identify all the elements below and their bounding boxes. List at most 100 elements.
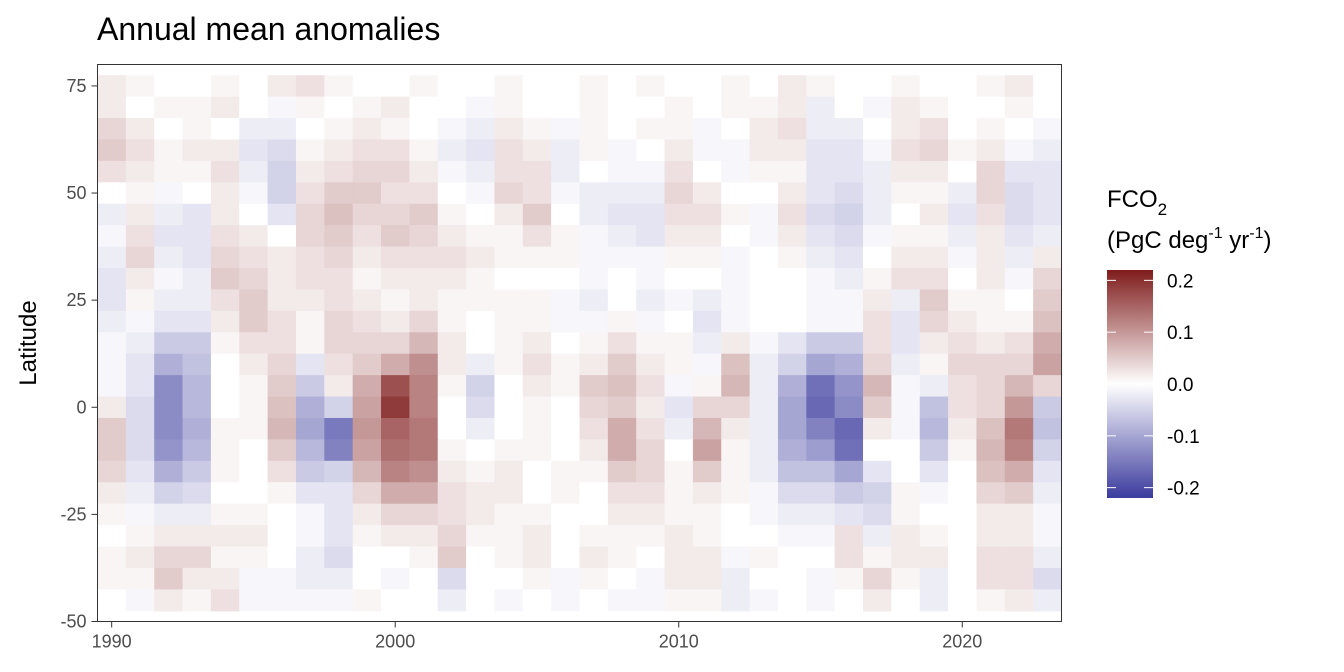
heatmap-cell <box>806 289 836 312</box>
heatmap-cell <box>834 589 864 612</box>
heatmap-cell <box>636 160 666 183</box>
heatmap-cell <box>579 268 609 291</box>
heatmap-cell <box>636 75 666 98</box>
heatmap-cell <box>692 396 722 419</box>
heatmap-cell <box>749 375 779 398</box>
heatmap-cell <box>976 182 1006 205</box>
heatmap-cell <box>267 439 297 462</box>
heatmap-cell <box>437 567 467 590</box>
heatmap-cell <box>749 396 779 419</box>
chart-title: Annual mean anomalies <box>97 11 440 47</box>
heatmap-cell <box>409 139 439 162</box>
heatmap-cell <box>267 75 297 98</box>
heatmap-cell <box>295 139 325 162</box>
heatmap-cell <box>466 139 496 162</box>
heatmap-cell <box>948 546 978 569</box>
heatmap-cell <box>976 375 1006 398</box>
heatmap-cell <box>210 417 240 440</box>
heatmap-cell <box>267 203 297 226</box>
heatmap-cell <box>976 396 1006 419</box>
heatmap-cell <box>522 417 552 440</box>
heatmap-cell <box>1004 182 1034 205</box>
heatmap-cell <box>381 353 410 376</box>
heatmap-cell <box>579 118 609 141</box>
heatmap-cell <box>239 268 269 291</box>
heatmap-cell <box>1033 96 1063 119</box>
heatmap-cell <box>267 353 297 376</box>
heatmap-cell <box>551 246 581 269</box>
heatmap-cell <box>976 268 1006 291</box>
heatmap-cell <box>919 246 949 269</box>
heatmap-cell <box>664 268 694 291</box>
heatmap-cell <box>863 246 892 269</box>
heatmap-cell <box>352 589 382 612</box>
heatmap-cell <box>210 589 240 612</box>
heatmap-cell <box>381 567 410 590</box>
heatmap-cell <box>1004 268 1034 291</box>
heatmap-cell <box>976 525 1006 548</box>
heatmap-cell <box>664 332 694 355</box>
heatmap-cell <box>579 182 609 205</box>
heatmap-cell <box>579 482 609 505</box>
heatmap-cell <box>437 460 467 483</box>
heatmap-cell <box>267 503 297 526</box>
heatmap-cell <box>664 118 694 141</box>
heatmap-cell <box>919 417 949 440</box>
heatmap-cell <box>352 118 382 141</box>
heatmap-cell <box>409 546 439 569</box>
heatmap-cell <box>522 439 552 462</box>
heatmap-cell <box>777 310 807 333</box>
heatmap-cell <box>522 353 552 376</box>
heatmap-cell <box>295 525 325 548</box>
heatmap-cell <box>522 332 552 355</box>
heatmap-cell <box>97 375 127 398</box>
heatmap-cell <box>295 375 325 398</box>
heatmap-cell <box>664 525 694 548</box>
heatmap-cell <box>551 525 581 548</box>
heatmap-cell <box>551 375 581 398</box>
heatmap-cell <box>806 118 836 141</box>
heatmap-cell <box>1004 546 1034 569</box>
heatmap-cell <box>182 375 212 398</box>
heatmap-cell <box>806 310 836 333</box>
heatmap-cell <box>267 96 297 119</box>
heatmap-cell <box>607 246 637 269</box>
heatmap-cell <box>777 546 807 569</box>
heatmap-cell <box>154 567 184 590</box>
heatmap-cell <box>466 396 496 419</box>
heatmap-cell <box>324 139 354 162</box>
heatmap-cell <box>1004 417 1034 440</box>
heatmap-cell <box>891 503 921 526</box>
heatmap-cell <box>976 439 1006 462</box>
heatmap-cell <box>381 503 410 526</box>
heatmap-cell <box>863 589 892 612</box>
heatmap-cell <box>607 118 637 141</box>
heatmap-cell <box>749 118 779 141</box>
heatmap-cell <box>381 332 410 355</box>
heatmap-cell <box>466 589 496 612</box>
heatmap-cell <box>806 375 836 398</box>
heatmap-cell <box>182 567 212 590</box>
heatmap-cell <box>1033 225 1063 248</box>
heatmap-cell <box>494 589 524 612</box>
heatmap-cell <box>806 417 836 440</box>
heatmap-cell <box>494 353 524 376</box>
heatmap-cell <box>749 503 779 526</box>
heatmap-cell <box>834 567 864 590</box>
heatmap-cell <box>1004 460 1034 483</box>
heatmap-cell <box>267 118 297 141</box>
heatmap-cell <box>125 546 155 569</box>
heatmap-cell <box>324 203 354 226</box>
heatmap-cell <box>834 268 864 291</box>
heatmap-cell <box>210 482 240 505</box>
heatmap-cell <box>239 182 269 205</box>
heatmap-cell <box>579 160 609 183</box>
heatmap-cell <box>919 182 949 205</box>
heatmap-cell <box>891 246 921 269</box>
heatmap-cell <box>437 417 467 440</box>
heatmap-cell <box>239 525 269 548</box>
heatmap-cell <box>551 289 581 312</box>
heatmap-cell <box>636 139 666 162</box>
heatmap-cell <box>863 525 892 548</box>
heatmap-cell <box>154 332 184 355</box>
